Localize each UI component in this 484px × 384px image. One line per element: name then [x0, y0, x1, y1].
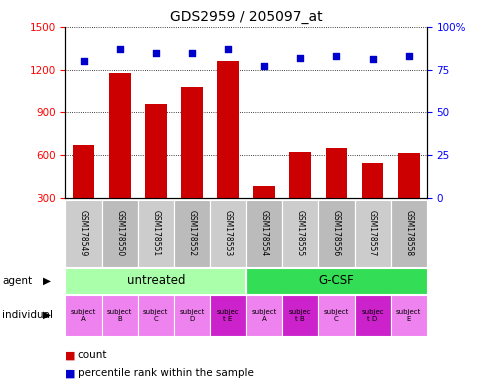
Text: subjec
t B: subjec t B [288, 309, 311, 322]
Bar [282, 200, 318, 267]
Text: subject
B: subject B [107, 309, 132, 322]
Bar [181, 87, 202, 240]
Bar [108, 73, 130, 240]
Bar [354, 200, 390, 267]
Bar [217, 61, 239, 240]
Bar [137, 200, 173, 267]
Text: subject
A: subject A [71, 309, 96, 322]
Bar [282, 295, 318, 336]
Text: ■: ■ [65, 368, 76, 378]
Text: subjec
t E: subjec t E [216, 309, 239, 322]
Bar [245, 268, 426, 294]
Text: subject
C: subject C [323, 309, 348, 322]
Text: GSM178549: GSM178549 [79, 210, 88, 257]
Text: percentile rank within the sample: percentile rank within the sample [77, 368, 253, 378]
Text: untreated: untreated [126, 274, 185, 287]
Bar [173, 200, 210, 267]
Bar [102, 295, 137, 336]
Bar [253, 185, 274, 240]
Text: GSM178550: GSM178550 [115, 210, 124, 257]
Text: GSM178553: GSM178553 [223, 210, 232, 257]
Text: GSM178557: GSM178557 [367, 210, 377, 257]
Bar [73, 145, 94, 240]
Bar [145, 104, 166, 240]
Title: GDS2959 / 205097_at: GDS2959 / 205097_at [169, 10, 322, 25]
Bar [354, 295, 390, 336]
Text: subject
D: subject D [179, 309, 204, 322]
Bar [390, 295, 426, 336]
Point [116, 46, 123, 52]
Point [368, 56, 376, 63]
Bar [289, 152, 311, 240]
Text: ▶: ▶ [43, 310, 50, 320]
Bar [137, 295, 173, 336]
Bar [245, 295, 282, 336]
Bar [210, 295, 245, 336]
Point [332, 53, 340, 59]
Bar [245, 200, 282, 267]
Text: GSM178551: GSM178551 [151, 210, 160, 257]
Point [151, 50, 159, 56]
Point [404, 53, 412, 59]
Text: GSM178552: GSM178552 [187, 210, 196, 257]
Text: ▶: ▶ [43, 276, 50, 286]
Point [188, 50, 196, 56]
Bar [318, 295, 354, 336]
Text: agent: agent [2, 276, 32, 286]
Text: GSM178556: GSM178556 [331, 210, 340, 257]
Text: GSM178554: GSM178554 [259, 210, 268, 257]
Bar [102, 200, 137, 267]
Bar [173, 295, 210, 336]
Text: individual: individual [2, 310, 53, 320]
Point [79, 58, 87, 64]
Point [260, 63, 268, 69]
Text: subject
A: subject A [251, 309, 276, 322]
Text: ■: ■ [65, 350, 76, 360]
Bar [397, 153, 419, 240]
Point [296, 55, 303, 61]
Bar [390, 200, 426, 267]
Bar [325, 148, 347, 240]
Bar [65, 200, 102, 267]
Text: G-CSF: G-CSF [318, 274, 354, 287]
Text: GSM178558: GSM178558 [403, 210, 412, 257]
Bar [210, 200, 245, 267]
Bar [65, 268, 245, 294]
Bar [361, 163, 383, 240]
Bar [65, 295, 102, 336]
Point [224, 46, 231, 52]
Bar [318, 200, 354, 267]
Text: count: count [77, 350, 107, 360]
Text: subject
E: subject E [395, 309, 421, 322]
Text: GSM178555: GSM178555 [295, 210, 304, 257]
Text: subject
C: subject C [143, 309, 168, 322]
Text: subjec
t D: subjec t D [361, 309, 383, 322]
